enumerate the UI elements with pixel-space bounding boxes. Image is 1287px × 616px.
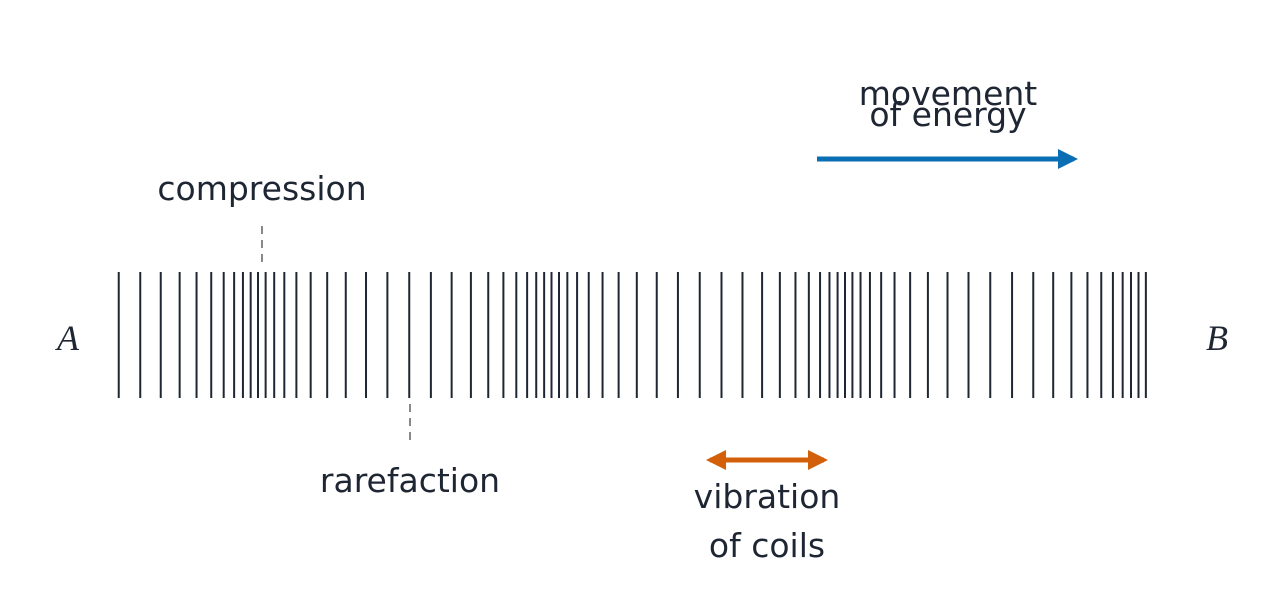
- spring-coils: [117, 272, 1147, 398]
- end-a-label: A: [55, 318, 80, 358]
- vibration-label: of coils: [709, 526, 825, 565]
- energy-label: movement: [859, 74, 1038, 113]
- compression-label: compression: [157, 169, 366, 208]
- vibration-label: vibration: [694, 477, 841, 516]
- energy-label: of energy: [869, 95, 1026, 134]
- rarefaction-label: rarefaction: [320, 461, 500, 500]
- end-b-label: B: [1206, 318, 1228, 358]
